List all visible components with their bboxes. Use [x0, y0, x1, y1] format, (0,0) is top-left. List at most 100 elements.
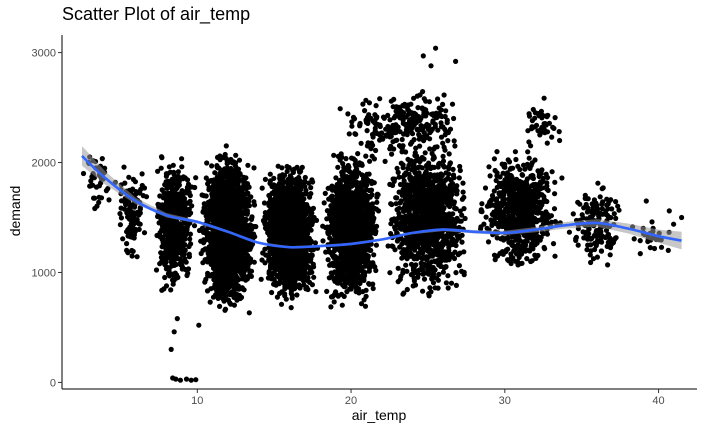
scatter-point [131, 216, 137, 222]
scatter-point [301, 196, 307, 202]
scatter-point [223, 206, 229, 213]
scatter-point [211, 272, 217, 278]
scatter-point [310, 205, 316, 211]
scatter-point [183, 230, 190, 236]
scatter-point [155, 168, 161, 174]
scatter-point [225, 172, 231, 178]
scatter-point [167, 169, 173, 175]
scatter-point [295, 195, 301, 201]
scatter-point [274, 294, 280, 300]
scatter-point [271, 175, 277, 181]
scatter-point [223, 240, 229, 246]
scatter-point [267, 233, 273, 239]
scatter-point [243, 261, 249, 267]
scatter-point [243, 175, 249, 181]
scatter-point [174, 226, 180, 232]
scatter-point [175, 184, 181, 190]
scatter-point [282, 259, 288, 266]
scatter-point [174, 197, 181, 203]
scatter-point [126, 174, 132, 180]
scatter-point [285, 205, 291, 211]
scatter-point [136, 221, 142, 227]
scatter-point [205, 249, 211, 255]
scatter-point [294, 179, 300, 185]
scatter-point [163, 179, 169, 185]
scatter-point [163, 171, 169, 177]
scatter-point [220, 290, 226, 296]
scatter-point [214, 282, 220, 288]
scatter-point [158, 165, 164, 171]
scatter-point [216, 165, 222, 171]
scatter-point [187, 231, 193, 237]
scatter-point [262, 176, 268, 182]
scatter-point [291, 166, 297, 172]
scatter-point [228, 301, 234, 307]
scatter-point [121, 198, 127, 204]
scatter-point [167, 273, 173, 279]
scatter-point [159, 203, 165, 209]
scatter-point [226, 159, 232, 165]
scatter-point [213, 195, 219, 201]
scatter-point [218, 254, 225, 260]
scatter-point [235, 221, 241, 227]
scatter-point [231, 168, 237, 174]
scatter-point [153, 267, 160, 273]
scatter-point [265, 224, 271, 230]
scatter-point [299, 215, 305, 221]
scatter-point [322, 190, 328, 196]
scatter-point [259, 185, 265, 191]
scatter-point [141, 230, 148, 236]
plot-area [80, 45, 685, 383]
scatter-point [130, 225, 136, 231]
scatter-point [273, 282, 279, 288]
scatter-point [274, 262, 280, 268]
scatter-point [285, 272, 291, 278]
scatter-point [203, 193, 209, 199]
scatter-point [229, 176, 235, 182]
scatter-point [275, 163, 281, 169]
scatter-point [261, 200, 268, 206]
scatter-point [278, 301, 285, 307]
scatter-point [233, 152, 239, 158]
scatter-point [222, 306, 229, 312]
scatter-point [187, 236, 193, 242]
scatter-point [214, 235, 220, 241]
scatter-point [217, 278, 223, 284]
scatter-point [311, 264, 317, 270]
scatter-point [297, 285, 303, 291]
scatter-point [281, 194, 287, 200]
scatter-point [177, 256, 183, 262]
scatter-point [168, 236, 174, 242]
scatter-point [302, 272, 308, 278]
scatter-point [207, 299, 213, 305]
scatter-point [182, 225, 188, 231]
scatter-point [202, 205, 208, 211]
scatter-point [267, 171, 273, 177]
scatter-point [209, 207, 216, 213]
scatter-point [199, 192, 205, 198]
scatter-point [117, 211, 123, 217]
scatter-point [229, 210, 235, 216]
scatter-point [233, 203, 239, 209]
scatter-point [286, 165, 292, 171]
scatter-point [214, 190, 220, 196]
scatter-point [293, 230, 299, 236]
scatter-point [292, 221, 298, 227]
scatter-point [309, 282, 315, 288]
scatter-point [272, 267, 278, 273]
scatter-point [164, 221, 170, 227]
scatter-point [288, 185, 294, 191]
scatter-point [328, 304, 334, 310]
scatter-point [308, 191, 314, 197]
scatter-point [137, 190, 143, 196]
scatter-point [162, 274, 168, 281]
scatter-point [295, 262, 301, 268]
scatter-point [204, 160, 210, 166]
scatter-point [287, 232, 293, 238]
scatter-point [235, 186, 242, 192]
scatter-point [179, 164, 185, 170]
scatter-point [209, 163, 215, 169]
scatter-point [158, 254, 164, 260]
scatter-point [252, 234, 258, 240]
scatter-point [287, 238, 293, 244]
